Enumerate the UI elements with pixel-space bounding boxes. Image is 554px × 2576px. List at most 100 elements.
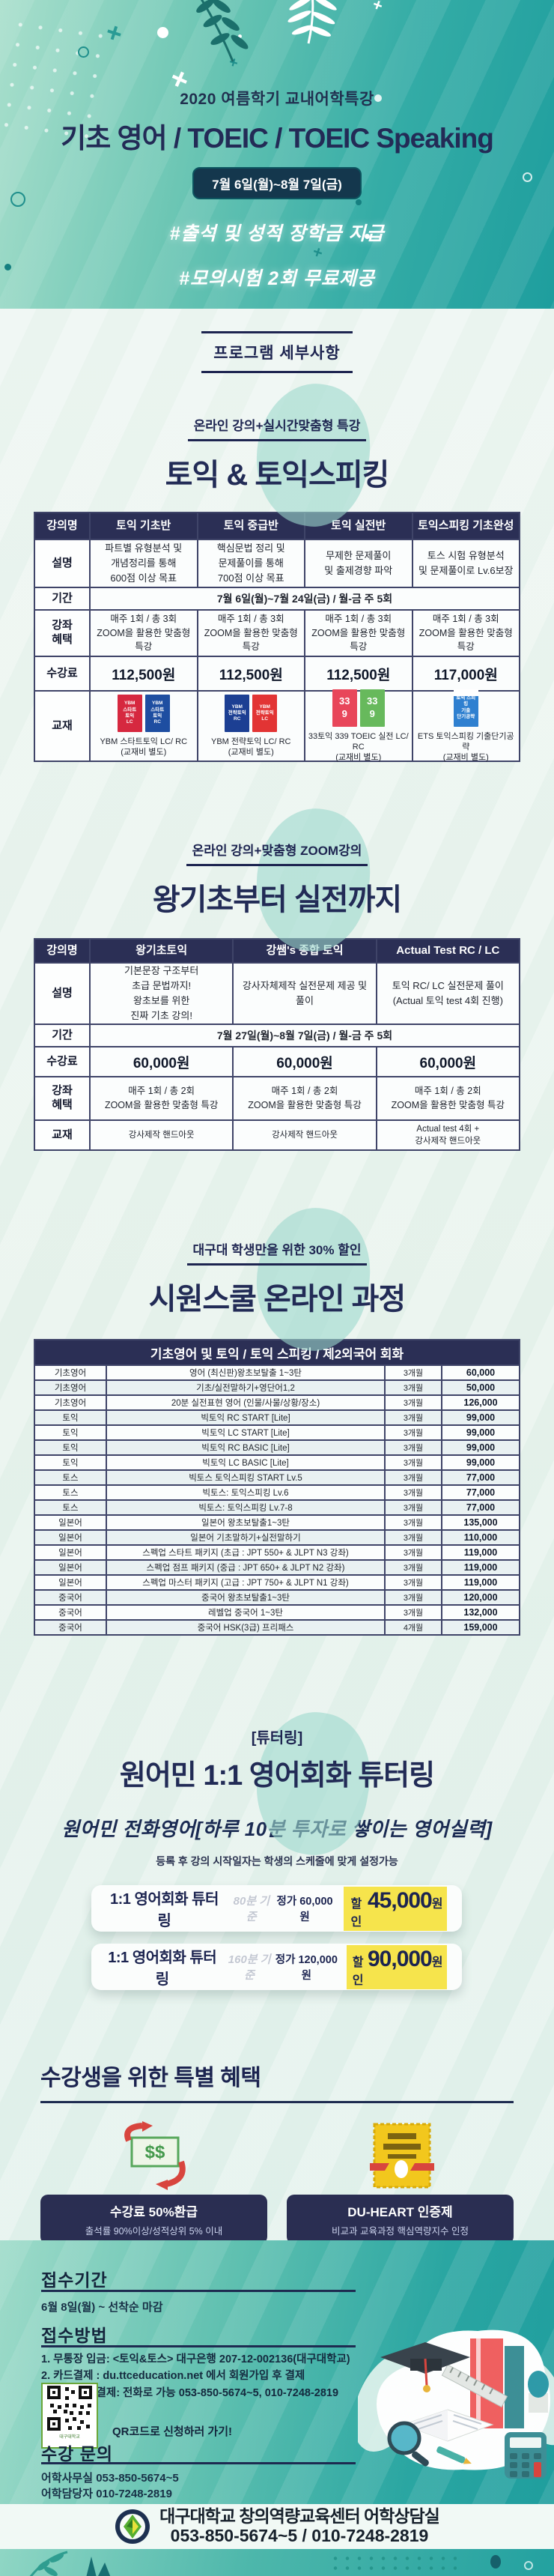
table-cell: 7월 6일(월)~7월 24일(금) / 월-금 주 5회: [91, 588, 520, 611]
price-cell: 99,000: [442, 1456, 520, 1471]
table-cell: 무제한 문제풀이 및 출제경향 파악: [305, 540, 413, 588]
course-cell: 20분 실전표현 영어 (인물/사물/상황/장소): [107, 1396, 386, 1411]
price-cell: 112,500원: [91, 657, 198, 692]
price-cell: 99,000: [442, 1441, 520, 1456]
contact-label: 어학사무실: [41, 2472, 94, 2485]
duration-cell: 3개월: [386, 1486, 442, 1501]
duration-cell: 3개월: [386, 1546, 442, 1561]
apply-period-heading: 접수기간: [41, 2270, 108, 2290]
textbook-cell: 토익 스피킹 기출 단기공략 ETS 토익스피킹 기출단기공략 (교재비 별도): [413, 689, 520, 763]
row-label: 교재: [35, 692, 91, 762]
benefit-card: 수강료 50%환급 출석률 90%이상/성적상위 5% 이내: [40, 2195, 267, 2240]
apply-method-heading: 접수방법: [41, 2326, 108, 2345]
book-caption: ETS 토익스피킹 기출단기공략 (교재비 별도): [417, 731, 514, 763]
contact-line: 어학사무실 053-850-5674~5: [41, 2470, 179, 2485]
category-cell: 토스: [35, 1501, 107, 1516]
price-cell: 119,000: [442, 1561, 520, 1576]
category-cell: 토익: [35, 1411, 107, 1426]
section1-header: 온라인 강의+실시간맞춤형 특강 토익 & 토익스피킹: [165, 375, 390, 535]
price-cell: 119,000: [442, 1576, 520, 1591]
benefit-item: DU-HEART 인증제 비교과 교육과정 핵심역량지수 인정: [287, 2120, 514, 2240]
certificate-icon: [359, 2120, 442, 2195]
table-cell: 매주 1회 / 총 3회 ZOOM을 활용한 맞춤형 특강: [305, 611, 413, 657]
section1-title: 토익 & 토익스피킹: [165, 459, 390, 492]
course-cell: 빅토익 LC BASIC [Lite]: [107, 1456, 386, 1471]
price-cell: 77,000: [442, 1471, 520, 1486]
duration-cell: 3개월: [386, 1516, 442, 1531]
dot-decoration: [374, 94, 382, 102]
row-label: 강좌 혜택: [35, 611, 91, 657]
branch-leaves-decoration: [196, 0, 249, 62]
divider: [40, 2101, 514, 2103]
duration-cell: 3개월: [386, 1591, 442, 1606]
price-cell: 112,500원: [198, 657, 305, 692]
section3-title: 시원스쿨 온라인 과정: [148, 1283, 406, 1316]
refund-money-icon: $$: [109, 2120, 199, 2195]
section2-header: 온라인 강의+맞춤형 ZOOM강의 왕기초부터 실전까지: [153, 799, 402, 960]
benefit-title: DU-HEART 인증제: [347, 2205, 453, 2219]
table-cell: 매주 1회 / 총 3회 ZOOM을 활용한 맞춤형 특강: [91, 611, 198, 657]
apply-info-section: 접수기간 6월 8일(월) ~ 선착순 마감 접수방법 1. 무통장 입금: <…: [0, 2240, 554, 2504]
category-cell: 토스: [35, 1471, 107, 1486]
dot-pattern-decoration: [329, 2554, 457, 2576]
section3-eyebrow: 대구대 학생만을 위한 30% 할인: [186, 1239, 368, 1266]
table-cell: 매주 1회 / 총 2회 ZOOM을 활용한 맞춤형 특강: [234, 1077, 377, 1121]
category-cell: 일본어: [35, 1531, 107, 1546]
duration-cell: 3개월: [386, 1531, 442, 1546]
qr-caption: QR코드로 신청하러 가기!: [112, 2425, 233, 2438]
textbook-cell: 강사제작 핸드아웃: [234, 1121, 377, 1151]
book-covers: 33 9 33 9: [332, 689, 385, 727]
course-cell: 빅토익 RC BASIC [Lite]: [107, 1441, 386, 1456]
footer: 대구대학교 창의역량교육센터 어학상담실 053-850-5674~5 / 01…: [0, 2504, 554, 2549]
course-cell: 스펙업 점프 패키지 (중급 : JPT 650+ & JLPT N2 강좌): [107, 1561, 386, 1576]
table-cell: 파트별 유형분석 및 개념정리를 통해 600점 이상 목표: [91, 540, 198, 588]
table-cell: 매주 1회 / 총 3회 ZOOM을 활용한 맞춤형 특강: [198, 611, 305, 657]
table-cell: 매주 1회 / 총 3회 ZOOM을 활용한 맞춤형 특강: [413, 611, 520, 657]
category-cell: 기초영어: [35, 1381, 107, 1396]
row-label: 기간: [35, 588, 91, 611]
table-cell: 강사자체제작 실전문제 제공 및 풀이: [234, 964, 377, 1025]
price-cell: 120,000: [442, 1591, 520, 1606]
book-cover-image: 토익 스피킹 기출 단기공략: [454, 689, 478, 727]
dot-decoration: [356, 199, 362, 205]
tutoring-note: 등록 후 강의 시작일자는 학생의 스케줄에 맞게 설정가능: [156, 1855, 398, 1867]
footer-text: 대구대학교 창의역량교육센터 어학상담실 053-850-5674~5 / 01…: [159, 2506, 440, 2546]
book-cover-image: YBM 전략토익 RC: [225, 694, 250, 732]
textbook-cell: YBM 스타트 토익 LC YBM 스타트 토익 RC YBM 스타트토익 LC…: [91, 692, 198, 762]
tutoring-price-card: 1:1 영어회화 튜터링 80분 기준 정가 60,000원 할인 45,000…: [91, 1885, 463, 1932]
duration-cell: 3개월: [386, 1441, 442, 1456]
footer-organization: 대구대학교 창의역량교육센터 어학상담실: [159, 2506, 440, 2527]
benefit-subtitle: 출석률 90%이상/성적상위 5% 이내: [85, 2226, 223, 2237]
siwon-school-price-table: 기초영어 및 토익 / 토익 스피킹 / 제2외국어 회화 기초영어 영어 (최…: [34, 1339, 520, 1636]
duration-cell: 4개월: [386, 1621, 442, 1636]
category-cell: 중국어: [35, 1621, 107, 1636]
price-cell: 112,500원: [305, 657, 413, 692]
price-cell: 110,000: [442, 1531, 520, 1546]
hero-title: 기초 영어 / TOEIC / TOEIC Speaking: [61, 123, 494, 154]
row-label: 교재: [35, 1121, 91, 1151]
contact-label: 어학담당자: [41, 2488, 94, 2500]
price-cell: 99,000: [442, 1426, 520, 1441]
table-cell: 핵심문법 정리 및 문제풀이를 통해 700점 이상 목표: [198, 540, 305, 588]
category-cell: 토익: [35, 1456, 107, 1471]
book-cover-image: YBM 스타트 토익 LC: [117, 694, 142, 732]
ring-decoration: [523, 172, 532, 182]
column-header: Actual Test RC / LC: [377, 940, 520, 964]
currency-suffix: 원: [431, 1897, 443, 1911]
price-cell: 119,000: [442, 1546, 520, 1561]
tutoring-course-name: 1:1 영어회화 튜터링: [109, 1891, 219, 1929]
contact-heading: 수강 문의: [41, 2444, 114, 2464]
price-cell: 77,000: [442, 1486, 520, 1501]
ring-decoration: [524, 2561, 533, 2570]
hero-subtitle: 2020 여름학기 교내어학특강: [180, 91, 374, 108]
duration-cell: 3개월: [386, 1471, 442, 1486]
price-cell: 132,000: [442, 1606, 520, 1621]
table-cell: 매주 1회 / 총 2회 ZOOM을 활용한 맞춤형 특강: [91, 1077, 234, 1121]
table-cell: 토스 시험 유형분석 및 문제풀이로 Lv.6보장: [413, 540, 520, 588]
duration-cell: 3개월: [386, 1561, 442, 1576]
column-header: 토익 실전반: [305, 513, 413, 540]
dot-decoration: [490, 2555, 501, 2569]
contact-phone: 010-7248-2819: [96, 2488, 172, 2500]
dot-decoration: [4, 264, 11, 270]
course-cell: 빅토익 LC START [Lite]: [107, 1426, 386, 1441]
